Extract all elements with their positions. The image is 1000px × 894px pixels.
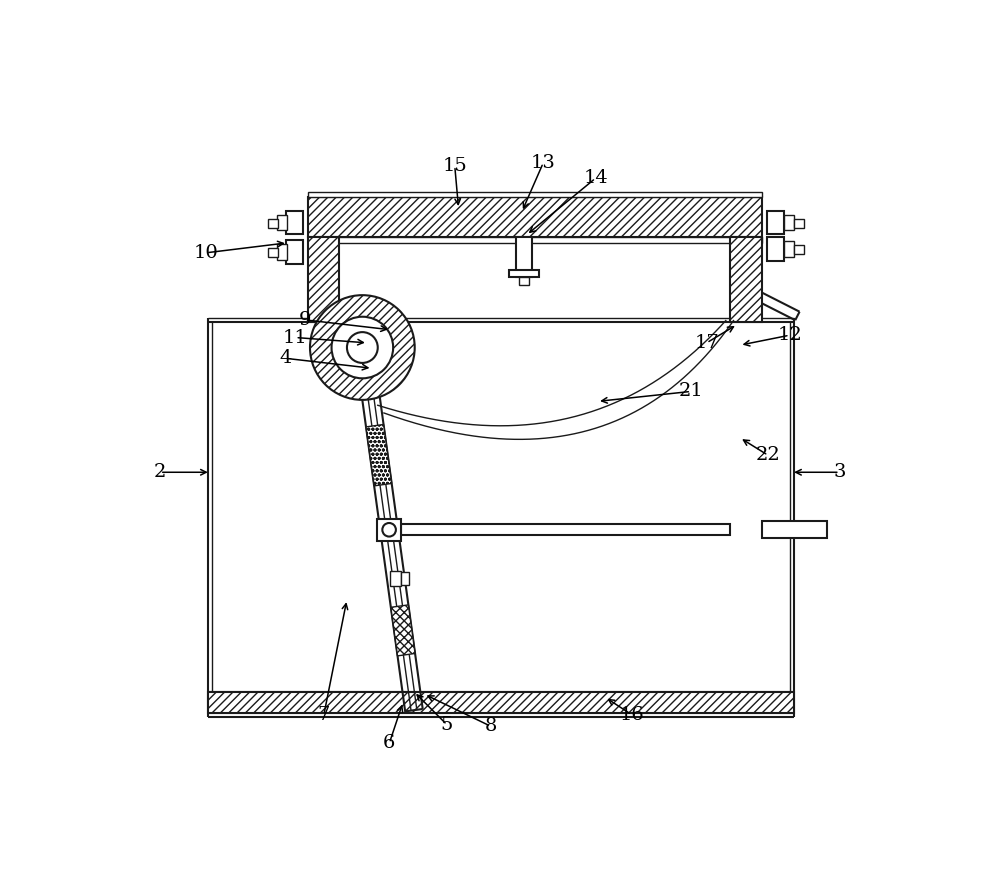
Text: 16: 16 [619,705,644,724]
Bar [308,198,762,238]
Text: 5: 5 [441,716,453,734]
Bar [286,240,303,264]
Text: 12: 12 [777,326,802,344]
Bar [767,211,784,234]
Text: 15: 15 [442,156,467,175]
Bar [784,215,794,231]
Bar [308,238,339,322]
Bar [308,238,762,243]
Text: 4: 4 [279,350,292,367]
Bar [516,238,532,277]
Bar [208,692,794,713]
Text: 11: 11 [283,328,308,347]
Text: 8: 8 [485,717,497,736]
Bar [794,219,804,228]
Circle shape [332,316,393,378]
Bar [401,572,409,585]
Bar [390,570,401,586]
Text: 7: 7 [318,705,330,724]
Text: 13: 13 [531,154,556,172]
Text: 14: 14 [583,169,608,187]
Bar [377,519,401,541]
Bar [509,270,539,277]
Bar [784,241,794,257]
Text: 22: 22 [756,446,781,464]
Circle shape [382,523,396,536]
Bar [308,192,762,198]
Bar [268,219,278,228]
Circle shape [310,295,415,400]
Bar [277,215,287,231]
Text: 6: 6 [383,734,395,752]
Bar [730,238,762,322]
Bar [762,521,827,538]
Text: 10: 10 [194,244,218,262]
Text: 17: 17 [694,333,719,352]
Text: 21: 21 [679,383,704,401]
Bar [794,245,804,255]
Polygon shape [391,605,415,656]
Circle shape [347,332,378,363]
Bar [277,244,287,260]
Text: 3: 3 [834,463,846,481]
Text: 9: 9 [298,311,311,329]
Bar [767,238,784,260]
Text: 2: 2 [154,463,166,481]
Polygon shape [366,425,392,485]
Bar [401,525,730,536]
Bar [519,277,529,285]
Bar [286,211,303,234]
Bar [268,249,278,257]
